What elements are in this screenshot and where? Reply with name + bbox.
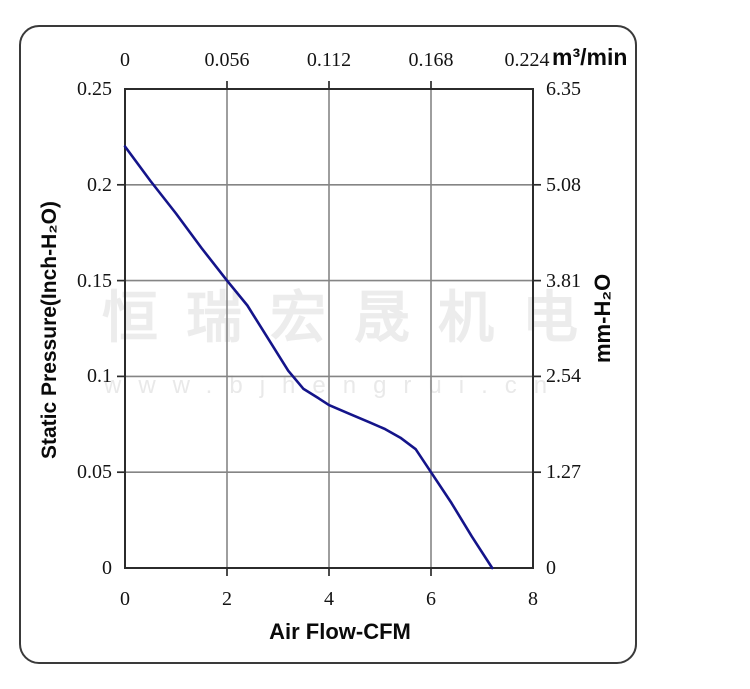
y-left-tick-label: 0 bbox=[102, 557, 112, 579]
x-bottom-tick-label: 0 bbox=[120, 588, 130, 610]
y-axis-left-title: Static Pressure(Inch-H₂O) bbox=[38, 201, 61, 459]
x-top-tick-label: 0.112 bbox=[306, 49, 352, 71]
watermark-url-text: www.bjhengrui.cn bbox=[104, 372, 565, 399]
x-top-tick-label: 0.056 bbox=[204, 49, 250, 71]
x-bottom-tick-label: 6 bbox=[426, 588, 436, 610]
y-right-tick-label: 2.54 bbox=[546, 365, 581, 388]
x-axis-top-unit-label: m³/min bbox=[552, 44, 628, 70]
y-left-tick-label: 0.2 bbox=[87, 173, 112, 196]
y-right-tick-label: 3.81 bbox=[546, 269, 581, 292]
y-right-tick-label: 5.08 bbox=[546, 173, 581, 196]
x-bottom-tick-label: 4 bbox=[324, 588, 334, 610]
y-right-tick-label: 0 bbox=[546, 557, 556, 579]
x-bottom-tick-label: 8 bbox=[528, 588, 538, 610]
x-top-tick-label: 0.168 bbox=[408, 49, 454, 71]
y-right-tick-label: 6.35 bbox=[546, 78, 581, 100]
watermark-company-text: 恒瑞宏晟机电 bbox=[102, 286, 606, 349]
y-left-tick-label: 0.15 bbox=[77, 269, 112, 292]
y-left-tick-label: 0.25 bbox=[77, 78, 112, 100]
y-left-tick-label: 0.1 bbox=[87, 365, 112, 388]
x-axis-bottom-title: Air Flow-CFM bbox=[269, 619, 411, 644]
x-top-tick-label: 0 bbox=[120, 49, 130, 71]
y-right-tick-label: 1.27 bbox=[546, 461, 581, 484]
y-axis-right-title: mm-H₂O bbox=[590, 273, 615, 363]
y-left-tick-label: 0.05 bbox=[77, 461, 112, 484]
rounded-border bbox=[19, 25, 637, 664]
static-pressure-vs-airflow bbox=[123, 145, 494, 570]
x-top-tick-label: 0.224 bbox=[504, 49, 550, 71]
x-bottom-tick-label: 2 bbox=[222, 588, 232, 610]
